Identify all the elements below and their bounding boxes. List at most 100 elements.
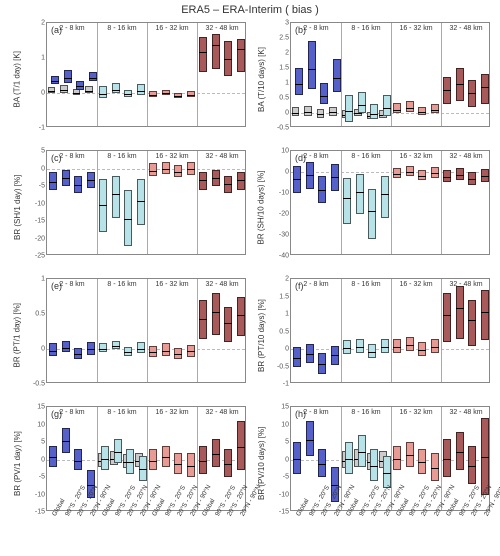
box-median bbox=[418, 462, 426, 463]
panel-b: (b)-0.500.511.522.532 - 8 km8 - 16 km16 … bbox=[290, 22, 490, 127]
boxplot-box bbox=[87, 172, 95, 188]
box-median bbox=[481, 176, 489, 177]
group-label: 2 - 8 km bbox=[291, 25, 341, 32]
box-median bbox=[112, 90, 120, 91]
boxplot-box bbox=[112, 176, 120, 218]
box-median bbox=[383, 473, 391, 474]
boxplot-box bbox=[237, 172, 245, 190]
boxplot-box bbox=[224, 41, 232, 76]
ytick: 15 bbox=[37, 404, 47, 411]
ytick: 0.5 bbox=[35, 311, 47, 318]
box-median bbox=[187, 351, 195, 352]
group-label: 8 - 16 km bbox=[97, 153, 147, 160]
ytick: 10 bbox=[281, 148, 291, 155]
boxplot-box bbox=[73, 89, 81, 95]
group-label: 2 - 8 km bbox=[47, 153, 97, 160]
ytick: -40 bbox=[279, 253, 291, 260]
boxplot-box bbox=[418, 170, 426, 181]
box-median bbox=[124, 352, 132, 353]
box-median bbox=[62, 348, 70, 349]
boxplot-box bbox=[162, 446, 170, 467]
boxplot-box bbox=[481, 74, 489, 104]
boxplot-box bbox=[137, 84, 145, 95]
boxplot-box bbox=[112, 341, 120, 349]
box-median bbox=[149, 461, 157, 462]
box-median bbox=[199, 461, 207, 462]
boxplot-box bbox=[393, 103, 401, 114]
boxplot-box bbox=[343, 340, 351, 354]
ytick: -15 bbox=[279, 509, 291, 516]
group-separator bbox=[147, 151, 148, 254]
box-median bbox=[406, 455, 414, 456]
ytick: 10 bbox=[281, 421, 291, 428]
boxplot-box bbox=[74, 348, 82, 360]
box-median bbox=[456, 175, 464, 176]
group-label: 8 - 16 km bbox=[97, 409, 147, 416]
box-median bbox=[112, 346, 120, 347]
boxplot-box bbox=[162, 90, 170, 95]
box-median bbox=[318, 190, 326, 191]
boxplot-box bbox=[468, 172, 476, 185]
group-separator bbox=[97, 279, 98, 382]
box-median bbox=[358, 452, 366, 453]
boxplot-box bbox=[293, 347, 301, 366]
ytick: 0 bbox=[41, 90, 47, 97]
box-median bbox=[356, 192, 364, 193]
ylabel: BA (T/1 day) [K] bbox=[13, 51, 22, 107]
box-median bbox=[187, 466, 195, 467]
boxplot-box bbox=[174, 165, 182, 177]
boxplot-box bbox=[212, 34, 220, 69]
ytick: 0 bbox=[41, 165, 47, 172]
boxplot-box bbox=[358, 435, 366, 467]
group-separator bbox=[147, 279, 148, 382]
boxplot-box bbox=[224, 307, 232, 342]
box-median bbox=[174, 354, 182, 355]
box-median bbox=[62, 178, 70, 179]
box-median bbox=[212, 312, 220, 313]
boxplot-box bbox=[431, 104, 439, 113]
ytick: 15 bbox=[281, 404, 291, 411]
box-median bbox=[306, 440, 314, 441]
boxplot-box bbox=[331, 346, 339, 365]
box-median bbox=[393, 459, 401, 460]
boxplot-box bbox=[293, 166, 301, 193]
box-median bbox=[293, 358, 301, 359]
box-median bbox=[49, 351, 57, 352]
group-label: 16 - 32 km bbox=[147, 281, 197, 288]
boxplot-box bbox=[443, 170, 451, 183]
boxplot-box bbox=[468, 80, 476, 107]
box-median bbox=[481, 87, 489, 88]
panel-d: (d)-40-30-20-100102 - 8 km8 - 16 km16 - … bbox=[290, 150, 490, 255]
ytick: 1.5 bbox=[279, 65, 291, 72]
box-median bbox=[304, 112, 312, 113]
box-median bbox=[370, 466, 378, 467]
ytick: -10 bbox=[35, 200, 47, 207]
ytick: 0 bbox=[41, 456, 47, 463]
box-median bbox=[199, 319, 207, 320]
box-median bbox=[468, 179, 476, 180]
ytick: -20 bbox=[279, 211, 291, 218]
box-median bbox=[431, 110, 439, 111]
ytick: 0 bbox=[41, 346, 47, 353]
boxplot-box bbox=[418, 107, 426, 115]
box-median bbox=[237, 49, 245, 50]
boxplot-box bbox=[162, 343, 170, 356]
box-median bbox=[356, 347, 364, 348]
boxplot-box bbox=[406, 166, 414, 177]
ytick: 0 bbox=[285, 169, 291, 176]
box-median bbox=[331, 177, 339, 178]
boxplot-box bbox=[456, 286, 464, 339]
box-median bbox=[99, 205, 107, 206]
box-median bbox=[74, 185, 82, 186]
group-separator bbox=[441, 23, 442, 126]
box-median bbox=[306, 175, 314, 176]
ylabel: BR (SH/1 day) [%] bbox=[13, 175, 22, 240]
zero-line bbox=[291, 349, 489, 350]
boxplot-box bbox=[212, 170, 220, 186]
group-label: 2 - 8 km bbox=[291, 281, 341, 288]
box-median bbox=[64, 78, 72, 79]
boxplot-box bbox=[124, 190, 132, 246]
ytick: 0 bbox=[285, 346, 291, 353]
boxplot-box bbox=[481, 169, 489, 183]
boxplot-box bbox=[85, 86, 93, 93]
